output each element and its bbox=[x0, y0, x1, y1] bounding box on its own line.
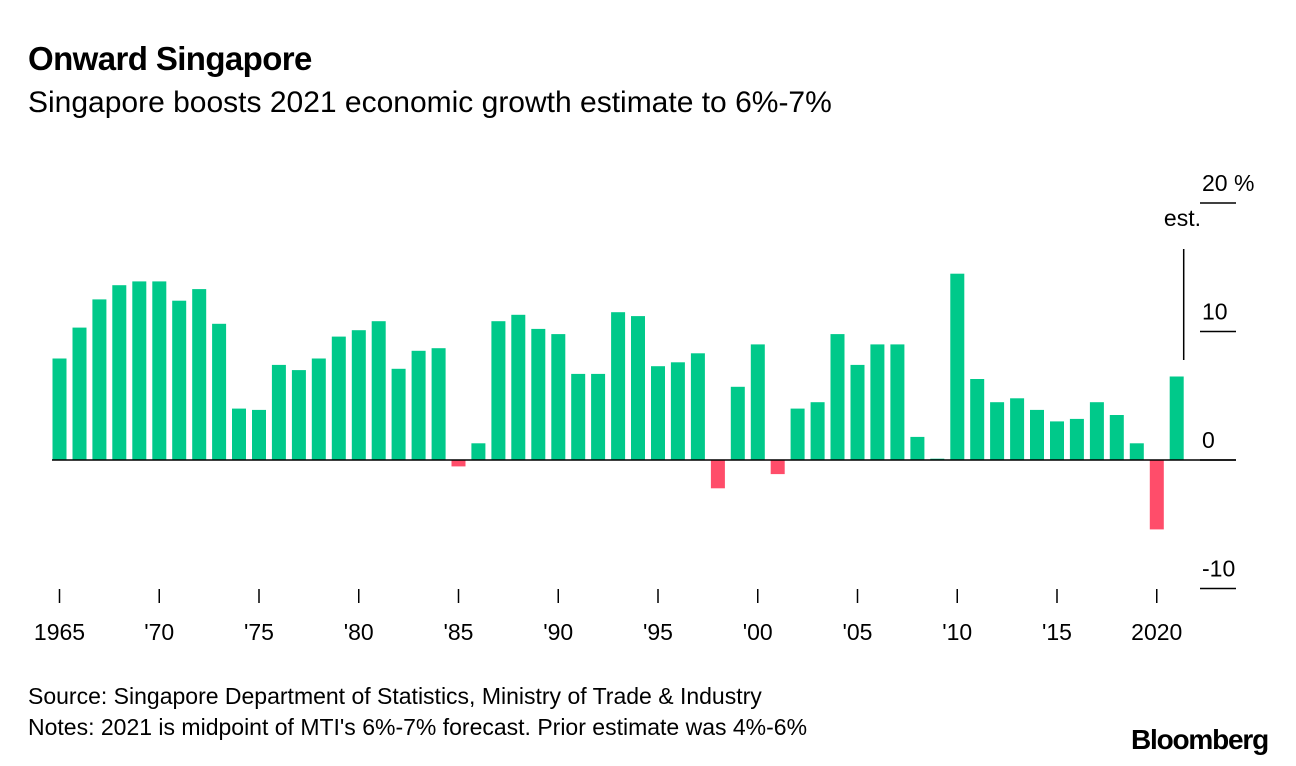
x-tick-label: '95 bbox=[643, 619, 673, 645]
bar-2001 bbox=[770, 460, 785, 475]
y-tick-label: 20 % bbox=[1202, 170, 1254, 196]
bar-2012 bbox=[990, 402, 1005, 460]
bar-1993 bbox=[611, 312, 626, 460]
bar-2018 bbox=[1109, 415, 1124, 460]
bar-2006 bbox=[870, 344, 885, 460]
bar-1981 bbox=[371, 321, 386, 460]
bar-2000 bbox=[750, 344, 765, 460]
bar-1979 bbox=[331, 336, 346, 460]
bar-2020 bbox=[1149, 460, 1164, 530]
bar-2010 bbox=[950, 273, 965, 460]
source-note: Source: Singapore Department of Statisti… bbox=[28, 683, 762, 709]
bar-1966 bbox=[72, 327, 87, 460]
bar-2005 bbox=[850, 364, 865, 460]
x-tick-label: '05 bbox=[843, 619, 873, 645]
chart-subtitle: Singapore boosts 2021 economic growth es… bbox=[28, 86, 832, 119]
bar-1991 bbox=[571, 373, 586, 460]
bar-2016 bbox=[1069, 418, 1084, 460]
bar-1988 bbox=[511, 314, 526, 460]
bar-1997 bbox=[690, 353, 705, 460]
bar-1968 bbox=[112, 285, 127, 460]
bar-2004 bbox=[830, 334, 845, 460]
x-tick-label: '80 bbox=[344, 619, 374, 645]
estimate-label: est. bbox=[1164, 205, 1201, 231]
bar-1984 bbox=[431, 348, 446, 460]
bar-1992 bbox=[591, 373, 606, 460]
bar-1975 bbox=[252, 409, 266, 460]
bar-2014 bbox=[1030, 409, 1044, 460]
bar-1967 bbox=[92, 299, 107, 460]
notes-text: Notes: 2021 is midpoint of MTI's 6%-7% f… bbox=[28, 714, 808, 740]
bar-1986 bbox=[471, 443, 486, 460]
bar-2008 bbox=[910, 436, 925, 460]
x-tick-label: '15 bbox=[1042, 619, 1072, 645]
x-tick-label: 2020 bbox=[1131, 619, 1182, 645]
annotation-group: est. bbox=[1164, 205, 1201, 360]
bar-2011 bbox=[970, 379, 985, 460]
bar-1965 bbox=[52, 358, 67, 460]
bar-1983 bbox=[411, 350, 426, 460]
y-axis: 20 % 10 0 -10 bbox=[52, 170, 1254, 590]
x-axis: 1965 '70 '75 '80 '85 '90 '95 '00 '05 '10 '15 2020 bbox=[34, 589, 1182, 645]
bars-group bbox=[52, 273, 1184, 530]
bar-2021 bbox=[1169, 376, 1184, 460]
bar-2002 bbox=[790, 408, 805, 460]
bar-1980 bbox=[351, 330, 366, 460]
x-tick-label: '10 bbox=[942, 619, 972, 645]
y-tick-label: 10 bbox=[1202, 299, 1228, 325]
bar-1985 bbox=[451, 460, 466, 467]
bar-2003 bbox=[810, 402, 825, 460]
x-tick-label: '70 bbox=[144, 619, 174, 645]
bar-2017 bbox=[1089, 402, 1104, 460]
bar-1996 bbox=[670, 362, 685, 460]
bar-2015 bbox=[1050, 421, 1064, 460]
bar-1990 bbox=[551, 334, 566, 460]
bar-1973 bbox=[212, 323, 227, 460]
bar-1971 bbox=[172, 300, 187, 460]
y-tick-label: -10 bbox=[1202, 556, 1235, 582]
bar-1969 bbox=[132, 281, 147, 460]
bar-1978 bbox=[311, 358, 326, 460]
bar-1994 bbox=[631, 316, 645, 460]
bar-1987 bbox=[491, 321, 506, 460]
x-tick-label: '75 bbox=[244, 619, 274, 645]
bar-1982 bbox=[391, 368, 406, 460]
bar-2007 bbox=[890, 344, 905, 460]
x-tick-label: '90 bbox=[543, 619, 573, 645]
y-tick-label: 0 bbox=[1202, 427, 1215, 453]
bar-chart: 20 % 10 0 -10 1965 '70 '75 '80 '85 '90 '95 '00 '05 '… bbox=[34, 170, 1255, 645]
bar-1995 bbox=[651, 366, 665, 460]
chart-title: Onward Singapore bbox=[28, 40, 312, 77]
x-tick-label: 1965 bbox=[34, 619, 85, 645]
bar-1976 bbox=[271, 364, 286, 460]
bar-2019 bbox=[1129, 443, 1144, 460]
bar-2013 bbox=[1010, 398, 1025, 460]
bar-1970 bbox=[152, 281, 167, 460]
bloomberg-logo: Bloomberg bbox=[1131, 724, 1269, 755]
bar-1977 bbox=[291, 370, 306, 460]
bar-1999 bbox=[730, 386, 745, 460]
x-tick-label: '85 bbox=[444, 619, 474, 645]
bar-1972 bbox=[192, 289, 207, 460]
bar-1974 bbox=[232, 408, 246, 460]
bar-1998 bbox=[710, 460, 725, 489]
x-tick-label: '00 bbox=[743, 619, 773, 645]
bar-1989 bbox=[531, 328, 546, 460]
